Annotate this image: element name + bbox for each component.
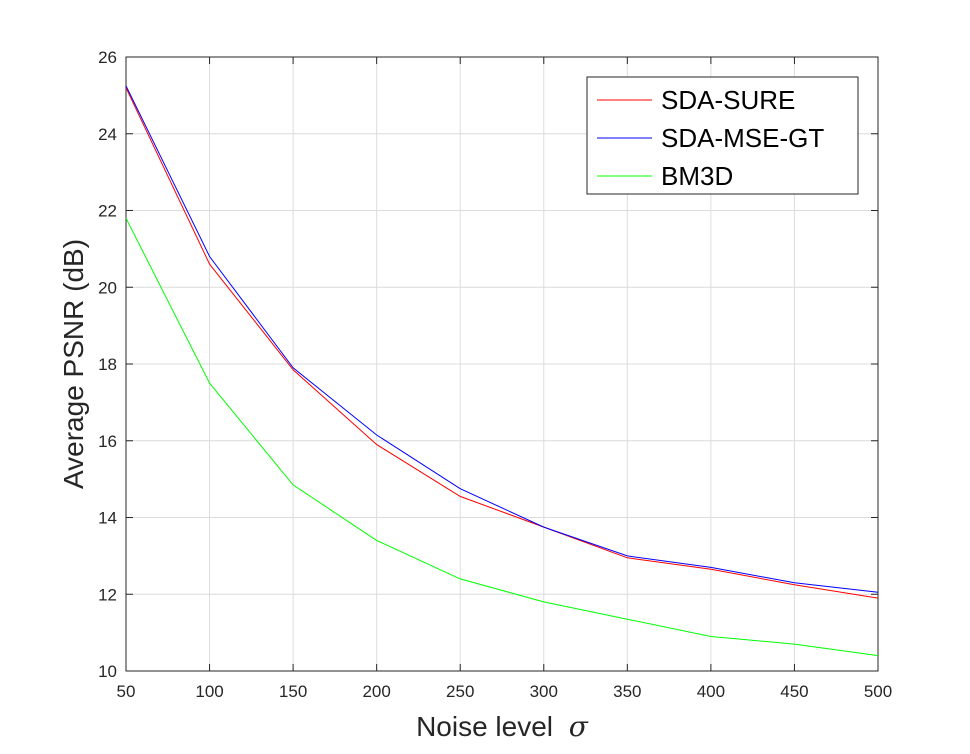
x-tick-label: 250	[446, 682, 474, 701]
y-tick-label: 16	[98, 432, 117, 451]
series-line-sda-mse-gt	[125, 85, 879, 593]
y-tick-label: 20	[98, 278, 117, 297]
series-lines	[125, 85, 879, 657]
x-tick-label: 500	[864, 682, 892, 701]
y-tick-label: 10	[98, 662, 117, 681]
series-line-sda-sure	[125, 87, 879, 599]
x-tick-label: 50	[117, 682, 136, 701]
y-tick-label: 24	[98, 125, 117, 144]
y-tick-label: 22	[98, 202, 117, 221]
y-tick-label: 12	[98, 585, 117, 604]
legend: SDA-SURE SDA-MSE-GT BM3D	[586, 76, 859, 195]
y-tick-label: 18	[98, 355, 117, 374]
x-axis-label-text: Noise level	[416, 711, 553, 742]
x-tick-label: 300	[530, 682, 558, 701]
legend-box	[586, 76, 859, 195]
x-tick-label: 350	[613, 682, 641, 701]
legend-entry-label: SDA-MSE-GT	[661, 123, 824, 153]
y-axis-label: Average PSNR (dB)	[58, 239, 89, 489]
x-tick-label: 150	[279, 682, 307, 701]
legend-entry-label: SDA-SURE	[661, 85, 795, 115]
x-axis-label: Noise level σ	[416, 710, 589, 743]
y-tick-label: 26	[98, 48, 117, 67]
x-tick-label: 400	[697, 682, 725, 701]
axis-ticks: 50 100 150 200 250 300 350 400 450 500 10 12 14 16 18 2…	[98, 48, 892, 701]
x-tick-label: 450	[780, 682, 808, 701]
x-tick-label: 200	[362, 682, 390, 701]
y-tick-label: 14	[98, 509, 117, 528]
x-tick-label: 100	[195, 682, 223, 701]
series-line-bm3d	[125, 217, 879, 657]
legend-entry-label: BM3D	[661, 161, 733, 191]
x-axis-label-symbol: σ	[569, 710, 589, 743]
